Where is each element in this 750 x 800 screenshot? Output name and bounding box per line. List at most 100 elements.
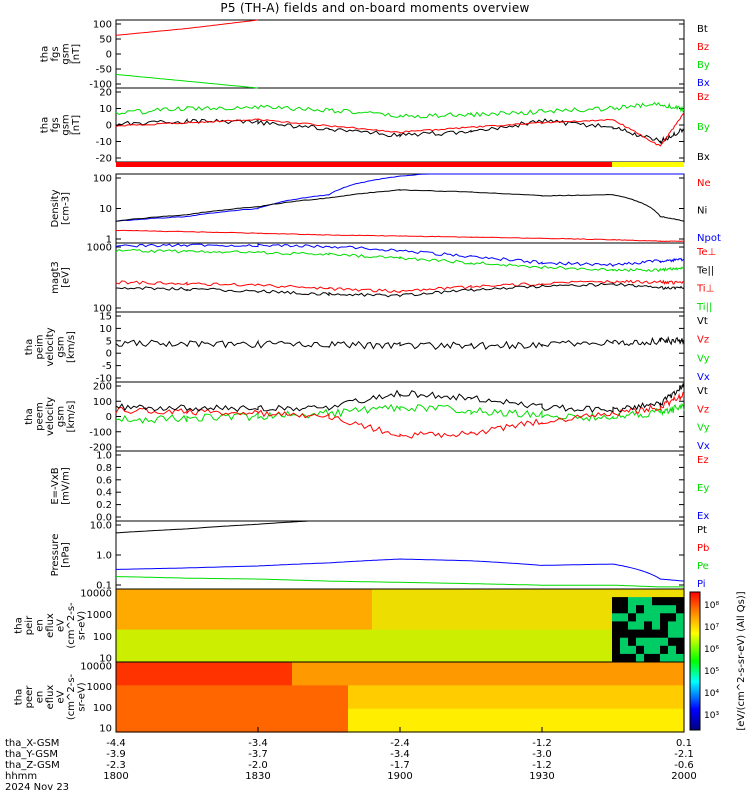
y-tick-label: 10: [99, 204, 112, 215]
y-tick-label: -100: [89, 80, 112, 91]
x-tick-value: -2.4: [390, 738, 410, 749]
y-axis-label: [nT]: [71, 44, 82, 64]
npot-line: [115, 173, 684, 222]
y-axis-label: (cm^2-s-: [66, 602, 77, 649]
y-tick-label: 1.0: [96, 551, 112, 562]
y-axis-label: sr-eV): [77, 682, 88, 711]
y-tick-label: 15: [99, 312, 112, 323]
y-axis-label: fgs: [50, 117, 61, 132]
y-tick-label: 1: [106, 235, 112, 246]
y-tick-label: 10: [99, 104, 112, 115]
y-axis-label: fgs: [50, 46, 61, 61]
y-tick-label: 50: [99, 35, 112, 46]
y-tick-label: 0.8: [96, 463, 112, 474]
colorbar-tick-label: 10⁷: [704, 623, 719, 633]
legend-label: Bx: [697, 78, 710, 89]
legend-label: Pe: [697, 561, 709, 572]
y-axis-label: [nT]: [71, 115, 82, 135]
y-tick-label: 100: [93, 632, 112, 643]
y-tick-label: 0: [106, 50, 112, 61]
legend-label: Pi: [697, 579, 706, 590]
y-axis-label: tha: [39, 46, 50, 62]
y-axis-label: [mV/m]: [60, 467, 71, 505]
panel-frame-fgs-gsm-1: [115, 19, 685, 89]
legend-label: Te⊥: [696, 247, 716, 258]
legend-label: By: [697, 60, 710, 71]
y-axis-label: eflux: [45, 613, 56, 638]
y-tick-label: 0.2: [96, 500, 112, 511]
pt-line: [115, 520, 400, 534]
y-tick-label: 100: [93, 174, 112, 185]
y-tick-label: 200: [93, 382, 112, 393]
legend-label: Vy: [697, 423, 710, 434]
vt-line: [115, 335, 685, 351]
y-tick-label: 0: [106, 412, 112, 423]
legend-label: By: [697, 122, 710, 133]
x-tick-value: -2.1: [674, 749, 694, 760]
x-tick-value: 1830: [245, 771, 271, 782]
y-axis-label: gsm: [60, 43, 71, 64]
y-axis-label: (cm^2-s-: [66, 673, 77, 720]
panel-frame-temperature: [115, 242, 685, 313]
legend-label: Ex: [697, 511, 709, 522]
legend-label: Pb: [697, 543, 709, 554]
pi-line: [116, 558, 685, 582]
y-tick-label: 100: [93, 20, 112, 31]
y-axis-label: [nPa]: [60, 542, 71, 568]
date-label: 2024 Nov 23: [5, 782, 70, 793]
legend-label: Vt: [697, 316, 708, 327]
colorbar-tick-label: 10⁶: [704, 645, 719, 655]
x-tick-value: 0.1: [676, 738, 692, 749]
y-axis-label: gsm: [56, 406, 67, 427]
legend-label: Ne: [697, 178, 711, 189]
y-tick-label: -200: [89, 443, 112, 454]
by-line: [115, 73, 259, 89]
y-tick-label: 10.0: [90, 521, 112, 532]
vt-line: [115, 382, 685, 414]
y-tick-label: 1000: [87, 243, 112, 254]
y-tick-label: -5: [102, 361, 112, 372]
y-tick-label: 0.4: [96, 488, 112, 499]
legend-label: Bz: [697, 42, 709, 53]
by-line: [115, 101, 685, 119]
x-tick-value: 1800: [103, 771, 129, 782]
legend-label: Vx: [697, 441, 710, 452]
y-axis-label: tha: [39, 117, 50, 133]
legend-label: Ey: [697, 483, 709, 494]
y-tick-label: 100: [93, 304, 112, 315]
y-tick-label: -50: [96, 65, 112, 76]
y-axis-label: [km/s]: [66, 400, 77, 432]
quality-bar-yellow: [612, 162, 684, 167]
colorbar: [689, 591, 701, 731]
y-tick-label: 1.0: [96, 451, 112, 462]
pe-line: [115, 576, 684, 588]
x-tick-value: -3.7: [248, 749, 268, 760]
ne-line: [115, 229, 685, 243]
x-label-xgsm: tha_X-GSM: [5, 738, 60, 749]
y-axis-label: velocity: [45, 397, 56, 436]
y-tick-label: 1000: [87, 610, 112, 621]
legend-label: Ti⊥: [696, 284, 714, 295]
vz-line: [115, 391, 685, 439]
y-tick-label: -10: [96, 374, 112, 385]
legend-label: Ti||: [696, 302, 712, 313]
x-tick-value: -3.4: [248, 738, 268, 749]
legend-label: Vz: [697, 335, 709, 346]
panel-frame-e-field: [115, 450, 685, 522]
y-axis-label: peem: [35, 402, 46, 430]
bz-line: [115, 19, 259, 36]
legend-label: Ez: [697, 455, 709, 466]
x-tick-value: -2.0: [248, 760, 268, 771]
colorbar-tick-label: 10⁸: [704, 601, 719, 611]
y-axis-label: en: [35, 619, 46, 632]
y-axis-label: peer: [24, 685, 35, 709]
spectrogram-peir-spec: [116, 589, 685, 663]
y-axis-label: [cm-3]: [60, 192, 71, 225]
legend-label: Pt: [697, 525, 707, 536]
y-tick-label: 100: [93, 703, 112, 714]
y-axis-label: peim: [35, 334, 46, 359]
y-tick-label: 10: [99, 324, 112, 335]
y-tick-label: -100: [89, 427, 112, 438]
legend-label: Vy: [697, 353, 710, 364]
